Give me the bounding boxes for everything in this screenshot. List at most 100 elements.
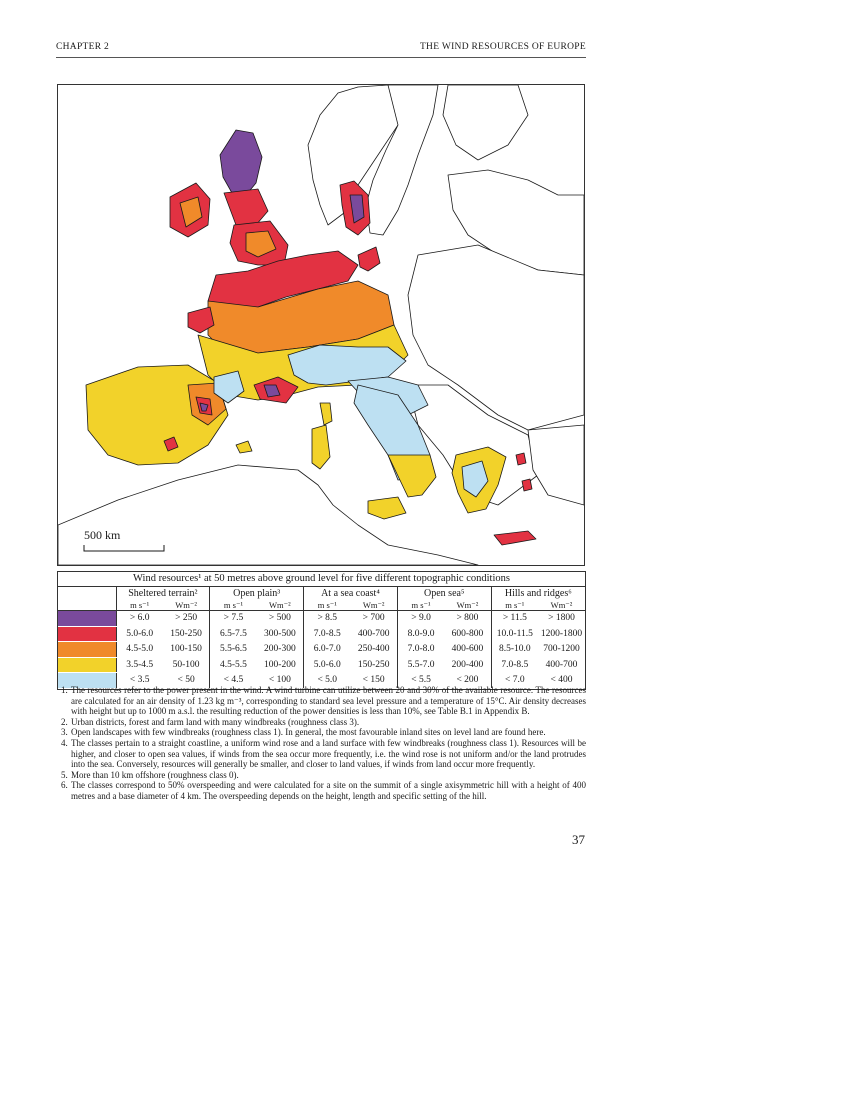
finland-outline — [442, 85, 529, 161]
unit-speed: m s⁻¹ — [396, 599, 445, 611]
legend-speed-value: > 6.0 — [129, 613, 150, 624]
england-inland — [245, 230, 277, 258]
legend-power-value: > 1800 — [548, 613, 575, 624]
unit-power: Wm⁻² — [269, 599, 291, 610]
norway-outline — [307, 85, 409, 226]
group-hills: Hills and ridges⁶ — [490, 587, 585, 599]
legend-power-value: 200-400 — [451, 659, 484, 670]
legend-speed-value: 10.0-11.5 — [490, 626, 539, 642]
group-open-plain: Open plain³ — [209, 587, 304, 599]
scale-label: 500 km — [84, 528, 121, 542]
running-header: CHAPTER 2 THE WIND RESOURCES OF EUROPE — [56, 42, 586, 58]
legend-power-value: 1200-1800 — [540, 628, 583, 639]
unit-speed: m s⁻¹ — [209, 599, 257, 611]
legend-power-value: 150-250 — [170, 628, 202, 639]
legend-power-value: 300-500 — [264, 628, 296, 639]
footnote-list: The resources refer to the power present… — [56, 685, 586, 802]
unit-power: Wm⁻² — [175, 599, 197, 610]
legend-speed-value: 3.5-4.5 — [126, 659, 154, 670]
baltic-outline — [447, 169, 584, 276]
legend-speed-value: 7.0-8.0 — [396, 641, 445, 657]
legend-speed-value: 6.0-7.0 — [303, 641, 351, 657]
gibraltar-red — [163, 436, 179, 452]
legend-row: < 3.5 < 50 < 4.5 < 100 < 5.0 < 150 < 5.5 < 200 <… — [58, 672, 585, 689]
legend-speed-value: 5.0-6.0 — [126, 628, 154, 639]
legend-power-value: 400-600 — [451, 644, 484, 654]
denmark-region — [357, 246, 381, 272]
legend-speed-value: 7.0-8.5 — [303, 626, 351, 642]
legend-speed-value: > 7.5 — [209, 610, 257, 626]
legend-speed-value: > 8.5 — [303, 610, 351, 626]
legend-speed-value: 5.0-6.0 — [303, 657, 351, 673]
legend-color-swatch — [58, 641, 117, 658]
legend-rows: > 6.0 > 250 > 7.5 > 500 > 8.5 > 700 > 9.0 > 800… — [58, 610, 585, 689]
balearic-islands — [235, 440, 253, 454]
balkans-outline — [407, 384, 539, 506]
norway-coast-inland — [349, 194, 365, 224]
legend-power-value: 150-250 — [357, 659, 390, 670]
chapter-label: CHAPTER 2 — [56, 42, 110, 52]
wind-resource-map: 500 km — [57, 84, 585, 566]
europe-map-svg — [58, 85, 584, 565]
legend-speed-value: > 11.5 — [490, 610, 539, 626]
crete-region — [493, 530, 537, 546]
footnote-item: Open landscapes with few windbreaks (rou… — [70, 727, 586, 738]
unit-speed: m s⁻¹ — [490, 599, 539, 611]
legend-power-value: 100-200 — [264, 659, 296, 670]
aegean-island-2 — [521, 478, 533, 492]
sardinia-region — [311, 424, 331, 470]
footnote-item: The classes correspond to 50% overspeedi… — [70, 780, 586, 801]
sicily-region — [367, 496, 407, 520]
legend-power-value: < 50 — [177, 675, 195, 685]
legend-power-value: 50-100 — [172, 659, 200, 670]
footnotes: The resources refer to the power present… — [56, 685, 586, 802]
scotland-region — [219, 129, 263, 196]
unit-speed: m s⁻¹ — [303, 599, 351, 611]
legend-power-value: > 800 — [456, 613, 479, 624]
greece-blue — [461, 460, 489, 498]
legend-speed-value: 8.0-9.0 — [396, 626, 445, 642]
legend-power-value: 400-700 — [545, 659, 578, 670]
legend-power-value: < 100 — [268, 675, 291, 685]
legend-speed-value: < 5.0 — [303, 672, 351, 688]
footnote-item: The classes pertain to a straight coastl… — [70, 738, 586, 770]
legend-row: 5.0-6.0 150-250 6.5-7.5 300-500 7.0-8.5 400-7… — [58, 626, 585, 642]
footnote-item: Urban districts, forest and farm land wi… — [70, 717, 586, 728]
legend-power-value: > 500 — [268, 613, 291, 624]
legend-speed-value: < 4.5 — [209, 672, 257, 688]
legend-color-swatch — [58, 626, 117, 642]
south-france-blue — [213, 370, 245, 404]
legend-row: 4.5-5.0 100-150 5.5-6.5 200-300 6.0-7.0 250-4… — [58, 641, 585, 658]
legend-title: Wind resources¹ at 50 metres above groun… — [58, 572, 585, 587]
legend-speed-value: > 9.0 — [396, 610, 445, 626]
legend-row: 3.5-4.5 50-100 4.5-5.5 100-200 5.0-6.0 150-25… — [58, 657, 585, 673]
legend-power-value: 100-150 — [170, 644, 202, 654]
legend-power-value: < 200 — [456, 675, 479, 685]
sweden-outline — [365, 85, 439, 236]
legend-speed-value: < 3.5 — [129, 675, 150, 685]
legend-power-value: > 700 — [362, 613, 385, 624]
legend-speed-value: 4.5-5.5 — [209, 657, 257, 673]
northern-britain-region — [223, 188, 269, 226]
legend-speed-value: 5.5-7.0 — [396, 657, 445, 673]
legend-row: > 6.0 > 250 > 7.5 > 500 > 8.5 > 700 > 9.0 > 800… — [58, 610, 585, 627]
legend-power-value: 600-800 — [451, 628, 484, 639]
brittany-region — [187, 306, 215, 334]
legend-color-swatch — [58, 672, 117, 689]
legend-power-value: < 400 — [550, 675, 573, 685]
legend-speed-value: 5.5-6.5 — [209, 641, 257, 657]
legend-swatch-header — [58, 587, 117, 611]
legend-speed-value: 8.5-10.0 — [490, 641, 539, 657]
legend-color-swatch — [58, 657, 117, 673]
unit-power: Wm⁻² — [456, 599, 479, 610]
turkey-outline — [527, 424, 584, 506]
legend-color-swatch — [58, 610, 117, 627]
iberia-purple — [199, 402, 209, 412]
legend-speed-value: 4.5-5.0 — [126, 644, 154, 654]
footnote-item: The resources refer to the power present… — [70, 685, 586, 717]
legend-speed-value: 7.0-8.5 — [490, 657, 539, 673]
legend-grid: Sheltered terrain² Open plain³ At a sea … — [58, 587, 585, 689]
ireland-inland — [179, 196, 203, 228]
footnote-item: More than 10 km offshore (roughness clas… — [70, 770, 586, 781]
legend-power-value: 400-700 — [357, 628, 390, 639]
